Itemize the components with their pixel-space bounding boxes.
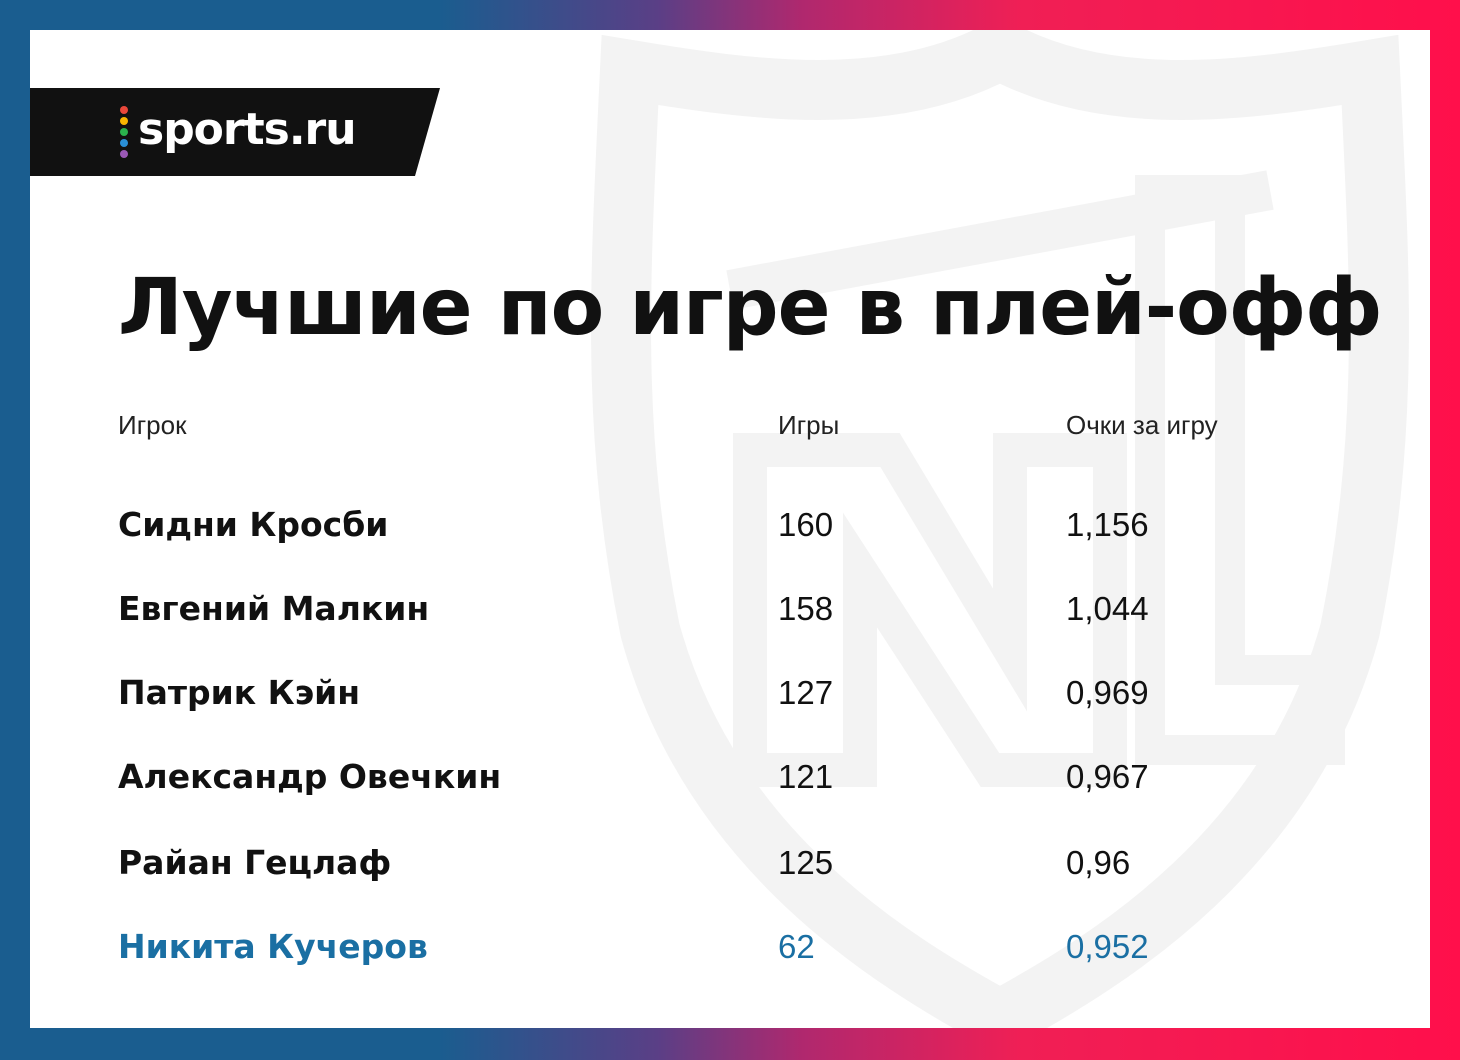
table-row-highlighted: Никита Кучеров 62 0,952	[30, 917, 1430, 977]
logo-dot	[120, 150, 128, 158]
logo-dot	[120, 128, 128, 136]
table-row: Евгений Малкин 158 1,044	[30, 579, 1430, 639]
games-value: 121	[778, 758, 834, 795]
player-name: Райан Гецлаф	[118, 843, 392, 882]
points-per-game-value: 1,044	[1066, 590, 1149, 627]
header-games: Игры	[778, 410, 840, 440]
games-value: 127	[778, 674, 834, 711]
logo-text: sports.ru	[138, 104, 357, 155]
player-name: Александр Овечкин	[118, 757, 502, 796]
player-name: Сидни Кросби	[118, 505, 389, 544]
page-title: Лучшие по игре в плей-офф	[118, 263, 1382, 353]
logo-dot	[120, 106, 128, 114]
content-card: sports.ru Лучшие по игре в плей-офф Игро…	[30, 30, 1430, 1028]
player-name: Патрик Кэйн	[118, 673, 361, 712]
logo-dots-icon	[118, 106, 130, 160]
points-per-game-value: 0,969	[1066, 674, 1149, 711]
table-row: Райан Гецлаф 125 0,96	[30, 833, 1430, 893]
logo-banner-shape	[30, 88, 440, 176]
player-name: Никита Кучеров	[118, 927, 428, 966]
points-per-game-value: 1,156	[1066, 506, 1149, 543]
games-value: 125	[778, 844, 834, 881]
games-value: 158	[778, 590, 834, 627]
table-row: Патрик Кэйн 127 0,969	[30, 663, 1430, 723]
sports-ru-logo[interactable]: sports.ru	[30, 88, 440, 176]
logo-dot	[120, 139, 128, 147]
points-per-game-value: 0,952	[1066, 928, 1149, 965]
header-points-per-game: Очки за игру	[1066, 410, 1218, 440]
table-row: Александр Овечкин 121 0,967	[30, 747, 1430, 807]
table-row: Сидни Кросби 160 1,156	[30, 495, 1430, 555]
points-per-game-value: 0,967	[1066, 758, 1149, 795]
player-name: Евгений Малкин	[118, 589, 430, 628]
header-player: Игрок	[118, 410, 187, 440]
nhl-shield-icon	[591, 30, 1409, 1028]
games-value: 160	[778, 506, 834, 543]
games-value: 62	[778, 928, 815, 965]
logo-dot	[120, 117, 128, 125]
points-per-game-value: 0,96	[1066, 844, 1131, 881]
